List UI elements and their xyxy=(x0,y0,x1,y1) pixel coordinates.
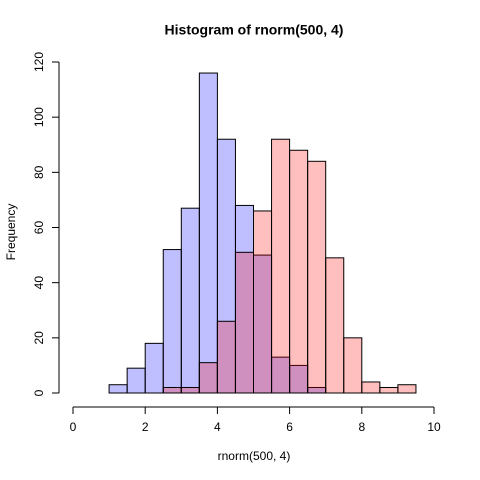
histogram-bar xyxy=(180,386,200,394)
y-tick-label: 120 xyxy=(32,52,46,72)
y-tick-label: 100 xyxy=(32,107,46,127)
x-tick-label: 4 xyxy=(214,420,221,434)
histogram-bar xyxy=(289,149,309,394)
y-axis-label: Frequency xyxy=(4,204,18,261)
histogram-bar xyxy=(325,257,345,394)
histogram-bar xyxy=(361,381,381,394)
histogram-bar xyxy=(162,249,182,394)
y-tick-label: 80 xyxy=(32,165,46,179)
y-tick-label: 60 xyxy=(32,221,46,235)
histogram-bar xyxy=(216,320,236,394)
histogram-bar xyxy=(307,160,327,394)
histogram-bar xyxy=(198,72,218,394)
histogram-bar xyxy=(180,207,200,394)
histogram-bar xyxy=(253,210,273,394)
x-tick-label: 2 xyxy=(142,420,149,434)
histogram-bar xyxy=(126,367,146,394)
y-tick-label: 0 xyxy=(32,389,46,396)
histogram-bar xyxy=(144,342,164,394)
x-tick-label: 8 xyxy=(358,420,365,434)
y-tick-label: 20 xyxy=(32,331,46,345)
x-tick-label: 6 xyxy=(286,420,293,434)
histogram-bar xyxy=(379,386,399,394)
histogram-bar xyxy=(271,138,291,394)
chart-title: Histogram of rnorm(500, 4) xyxy=(165,22,344,38)
x-tick-label: 0 xyxy=(70,420,77,434)
histogram-bar xyxy=(343,337,363,394)
x-tick-label: 10 xyxy=(427,420,441,434)
histogram-bar xyxy=(162,386,182,394)
histogram-bar xyxy=(108,384,128,394)
x-axis-label: rnorm(500, 4) xyxy=(218,449,291,463)
histogram-bar xyxy=(234,251,254,394)
histogram-bar xyxy=(397,384,417,394)
histogram-bar xyxy=(198,362,218,394)
y-tick-label: 40 xyxy=(32,276,46,290)
